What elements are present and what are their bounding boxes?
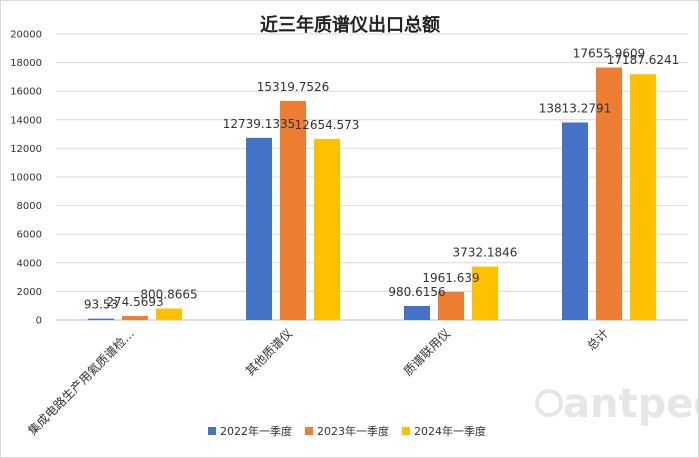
data-label: 3732.1846 [453,246,518,260]
data-label: 13813.2791 [539,101,612,115]
data-label: 12739.1335 [223,117,296,131]
data-label: 980.6156 [388,285,445,299]
data-label: 800.8665 [140,288,197,302]
legend-swatch [402,427,410,435]
category-label: 总计 [584,326,611,353]
bar [596,67,622,320]
y-tick-label: 4000 [17,258,42,269]
y-tick-label: 16000 [10,87,42,98]
category-label: 质谱联用仪 [401,326,453,378]
bar [562,122,588,320]
watermark-text: antpedia [563,381,698,427]
data-label: 274.5693 [106,295,163,309]
bar [630,74,656,320]
bar [404,305,430,320]
data-label: 93.53 [84,298,118,312]
bar [122,316,148,320]
gridlines [56,33,688,321]
category-label: 集成电路生产用氦质谱检… [25,326,137,438]
category-label: 其他质谱仪 [243,326,295,378]
y-tick-label: 0 [36,316,42,327]
y-tick-label: 2000 [17,287,42,298]
y-tick-label: 18000 [10,58,42,69]
y-tick-label: 10000 [10,173,42,184]
legend: 2022年一季度 2023年一季度 2024年一季度 [208,424,486,438]
data-label: 12654.573 [295,118,360,132]
y-tick-label: 8000 [17,201,42,212]
legend-swatch [305,427,313,435]
bar [472,266,498,320]
bar [280,100,306,320]
category-labels: 集成电路生产用氦质谱检… 其他质谱仪 质谱联用仪 总计 [25,326,611,438]
legend-label: 2023年一季度 [317,424,389,438]
bar [156,308,182,320]
bar [88,318,114,320]
y-tick-label: 6000 [17,230,42,241]
legend-label: 2024年一季度 [414,424,486,438]
bar [314,139,340,320]
legend-swatch [208,427,216,435]
watermark: antpedia [535,381,698,427]
data-label: 1961.639 [422,271,479,285]
data-label: 17655.9609 [573,47,646,61]
bar [246,137,272,320]
data-label: 17187.6241 [607,53,680,67]
bars [88,67,656,320]
watermark-logo-icon [535,389,563,417]
bar [438,291,464,320]
chart-title: 近三年质谱仪出口总额 [260,14,440,36]
legend-label: 2022年一季度 [220,424,292,438]
y-tick-label: 20000 [10,30,42,41]
data-label: 15319.7526 [257,80,330,94]
y-axis-ticks: 0 2000 4000 6000 8000 10000 12000 14000 16000 180… [10,30,42,327]
y-tick-label: 14000 [10,115,42,126]
y-tick-label: 12000 [10,144,42,155]
